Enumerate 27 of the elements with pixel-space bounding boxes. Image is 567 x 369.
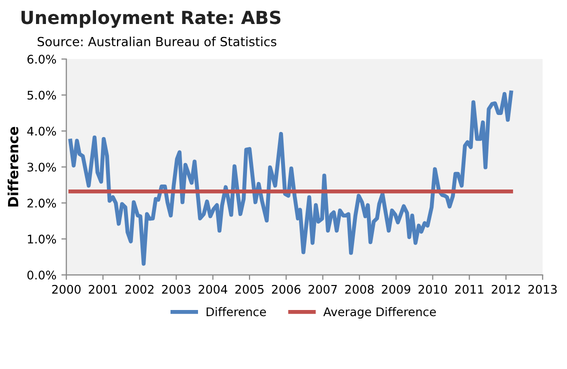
y-tick-label: 5.0%: [28, 90, 56, 100]
x-tick-label: 2001: [88, 284, 117, 294]
x-tick-label: 2011: [455, 284, 484, 294]
x-tick-label: 2008: [345, 284, 374, 294]
y-tick-label: 0.0%: [27, 270, 56, 280]
y-tick-label: 1.0%: [28, 234, 56, 244]
x-tick-label: 2000: [52, 284, 81, 294]
x-tick-label: 2004: [198, 284, 228, 294]
chart-subtitle: Source: Australian Bureau of Statistics: [38, 36, 276, 46]
x-tick-label: 2013: [528, 284, 557, 294]
legend-label: Average Difference: [323, 307, 436, 319]
chart-title: Unemployment Rate: ABS: [22, 10, 280, 28]
legend-label: Difference: [206, 307, 266, 316]
x-tick-label: 2006: [272, 284, 300, 294]
x-tick-label: 2005: [235, 284, 264, 294]
x-tick-label: 2012: [492, 284, 520, 294]
x-tick-label: 2010: [418, 284, 447, 294]
line-series: [68, 90, 514, 266]
x-tick-label: 2002: [125, 284, 154, 294]
y-tick-label: 4.0%: [27, 126, 56, 136]
y-tick-label: 2.0%: [27, 198, 56, 208]
x-tick-label: 2007: [308, 284, 337, 294]
x-tick-label: 2003: [162, 284, 190, 294]
y-tick-label: 6.0%: [27, 54, 56, 64]
y-axis-title: Difference: [8, 126, 18, 206]
y-tick-label: 3.0%: [28, 162, 56, 172]
x-tick-label: 2009: [382, 284, 410, 294]
